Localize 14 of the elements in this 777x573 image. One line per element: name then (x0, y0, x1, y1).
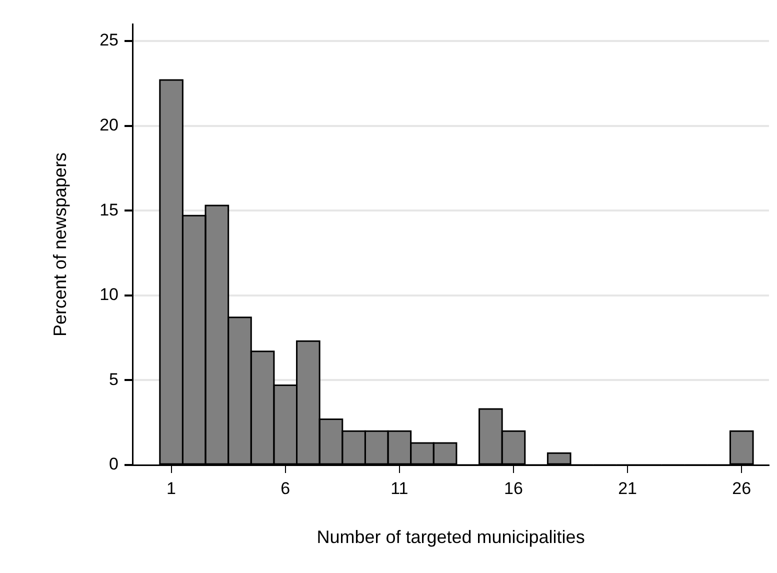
y-tick-label: 20 (100, 115, 119, 134)
x-tick-label: 26 (732, 478, 752, 498)
x-tick-label: 16 (504, 478, 523, 498)
x-tick-label: 21 (618, 478, 638, 498)
y-axis-title: Percent of newspapers (50, 152, 70, 337)
x-tick-label: 1 (166, 478, 176, 498)
x-axis-title: Number of targeted municipalities (316, 527, 585, 548)
x-tick-label: 11 (390, 478, 408, 498)
y-tick-label: 5 (109, 370, 119, 389)
x-tick-label: 6 (280, 478, 290, 498)
y-tick-label: 0 (109, 454, 119, 474)
y-tick-label: 15 (100, 200, 119, 220)
y-tick-label: 10 (100, 285, 119, 304)
y-tick-label: 25 (100, 30, 119, 50)
